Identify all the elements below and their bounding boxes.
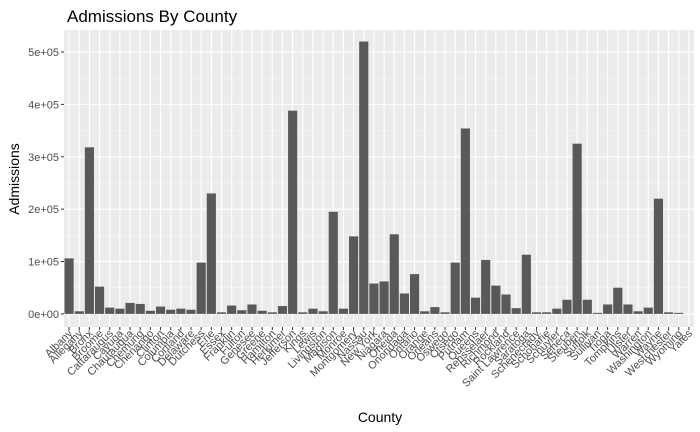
- bar: [653, 198, 664, 314]
- y-axis: 0e+00 1e+05 2e+05 3e+05 4e+05 5e+05: [28, 47, 64, 321]
- y-tick-label: 5e+05: [28, 47, 59, 59]
- bar: [542, 312, 552, 314]
- bar: [592, 312, 603, 314]
- bar: [176, 308, 186, 314]
- bar: [409, 274, 420, 314]
- y-tick-label: 4e+05: [28, 99, 59, 111]
- bar: [521, 254, 531, 314]
- bar: [643, 307, 653, 314]
- bar: [328, 211, 338, 314]
- y-tick-label: 3e+05: [28, 152, 59, 164]
- bar: [196, 262, 206, 314]
- bar: [227, 305, 237, 314]
- bar: [277, 306, 288, 314]
- y-tick-label: 1e+05: [28, 257, 59, 269]
- y-tick-label: 2e+05: [28, 204, 59, 216]
- bar: [84, 147, 94, 314]
- y-tick-label: 0e+00: [28, 309, 59, 321]
- bar: [257, 310, 267, 314]
- bar: [369, 283, 379, 314]
- bar: [145, 310, 155, 314]
- chart-title: Admissions By County: [67, 7, 238, 26]
- bar: [379, 281, 389, 314]
- bar: [420, 311, 430, 314]
- bar: [491, 285, 501, 314]
- bar: [125, 302, 135, 314]
- bar: [115, 308, 125, 314]
- bar: [64, 258, 74, 314]
- bar: [450, 262, 460, 314]
- bar: [349, 236, 359, 314]
- bar: [206, 193, 216, 314]
- bars: [64, 41, 694, 314]
- bar: [186, 309, 196, 314]
- bar: [389, 234, 399, 314]
- bar: [582, 299, 592, 314]
- bar: [572, 143, 582, 314]
- bar: [430, 307, 440, 314]
- bar: [74, 311, 84, 314]
- bar: [166, 309, 176, 314]
- bar: [267, 312, 277, 314]
- bar: [613, 287, 623, 314]
- bar: [308, 308, 318, 314]
- bar: [399, 293, 409, 314]
- bar: [623, 304, 633, 314]
- bar: [562, 299, 572, 314]
- bar: [94, 286, 105, 314]
- bar: [135, 303, 145, 314]
- bar: [105, 307, 115, 314]
- plot-panel: [64, 30, 694, 327]
- bar: [603, 304, 613, 314]
- bar: [460, 128, 470, 314]
- bar: [501, 294, 511, 314]
- x-axis: AlbanyAlleganyBronxBroomeCattaraugusCayu…: [43, 327, 695, 390]
- bar: [664, 312, 674, 314]
- bar: [247, 304, 257, 314]
- x-axis-title: County: [358, 409, 402, 425]
- bar: [288, 110, 298, 314]
- bar: [552, 308, 562, 314]
- bar: [359, 41, 369, 314]
- bar: [470, 297, 481, 314]
- bar: [338, 308, 349, 314]
- bar: [511, 308, 521, 314]
- bar: [298, 312, 308, 314]
- y-axis-title: Admissions: [6, 143, 22, 215]
- bar: [481, 259, 491, 314]
- bar: [674, 312, 684, 314]
- bar: [633, 311, 643, 314]
- bar: [531, 312, 542, 314]
- bar: [237, 310, 247, 314]
- bar: [440, 312, 450, 314]
- bar: [216, 312, 227, 314]
- bar: [318, 311, 328, 314]
- bar: [155, 306, 166, 314]
